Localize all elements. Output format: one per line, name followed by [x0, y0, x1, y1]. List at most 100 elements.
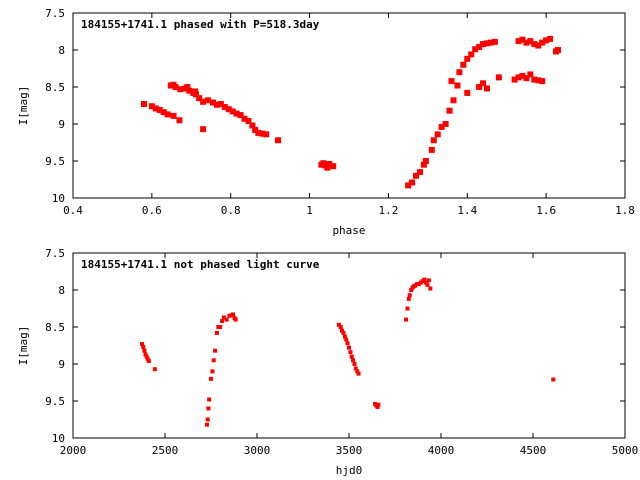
unphased-plot-frame	[72, 252, 626, 439]
unphased-data-point	[407, 293, 412, 298]
unphased-x-tick-label: 5000	[612, 444, 639, 457]
phased-data-point	[420, 161, 427, 168]
phased-data-point	[428, 146, 435, 153]
unphased-x-axis-label: hjd0	[336, 464, 363, 477]
unphased-data-point	[213, 348, 218, 353]
phased-data-point	[553, 48, 559, 55]
unphased-x-tick-label: 4000	[428, 444, 455, 457]
phased-data-point	[523, 75, 530, 82]
phased-data-point	[241, 115, 248, 122]
unphased-data-point	[355, 369, 360, 374]
phased-data-point	[476, 84, 483, 90]
phased-data-point	[442, 121, 449, 127]
phased-data-point	[324, 164, 331, 171]
unphased-data-point	[342, 334, 347, 339]
unphased-data-point	[221, 315, 226, 320]
phased-data-point	[252, 126, 259, 133]
phased-data-point	[476, 44, 483, 51]
phased-data-point	[422, 158, 429, 164]
phased-data-point	[413, 172, 420, 179]
unphased-data-point	[206, 406, 211, 411]
phased-data-point	[320, 160, 327, 167]
phased-y-tick-label: 7.5	[45, 7, 65, 20]
phased-data-point	[515, 74, 522, 81]
unphased-data-point	[140, 342, 144, 347]
unphased-x-tick-label: 2500	[152, 444, 179, 457]
phased-y-tick-label: 10	[52, 192, 65, 205]
unphased-data-point	[347, 345, 351, 350]
unphased-data-point	[426, 278, 431, 283]
unphased-y-axis-label: I[mag]	[17, 326, 30, 366]
phased-data-point	[491, 38, 498, 45]
phased-x-tick-label: 1	[306, 204, 313, 217]
unphased-data-point	[207, 397, 212, 402]
phased-x-axis-label: phase	[332, 224, 365, 237]
unphased-data-point	[348, 350, 353, 355]
phased-data-point	[176, 117, 183, 124]
unphased-data-point	[210, 369, 215, 374]
phased-data-point	[484, 85, 490, 92]
phased-data-point	[225, 106, 232, 113]
phased-data-point	[487, 39, 494, 46]
unphased-data-point	[204, 422, 209, 427]
phased-data-point	[535, 77, 542, 84]
unphased-data-point	[349, 354, 354, 359]
unphased-data-point	[422, 277, 427, 282]
phased-data-point	[405, 182, 412, 189]
phased-data-point	[523, 39, 530, 46]
phased-data-point	[156, 106, 163, 113]
phased-x-tick-label: 0.6	[142, 204, 162, 217]
unphased-data-point	[341, 330, 346, 335]
unphased-data-point	[425, 282, 430, 287]
phased-data-point	[229, 108, 236, 115]
unphased-data-point	[344, 337, 349, 342]
phased-y-tick-label: 9	[58, 118, 65, 131]
phased-data-point	[233, 110, 240, 117]
phased-data-point	[539, 78, 546, 85]
unphased-data-point	[338, 325, 343, 329]
phased-data-point	[237, 112, 244, 119]
phased-data-point	[495, 74, 502, 81]
phased-data-point	[446, 107, 453, 114]
unphased-data-point	[233, 317, 238, 322]
phased-data-point	[409, 179, 416, 186]
unphased-data-point	[144, 354, 149, 359]
unphased-data-point	[375, 404, 380, 409]
unphased-data-point	[336, 322, 341, 327]
unphased-data-point	[214, 330, 219, 335]
phased-x-tick-label: 1.2	[378, 204, 398, 217]
phased-data-point	[164, 111, 171, 118]
unphased-y-tick-label: 9.5	[45, 395, 65, 408]
phased-data-point	[192, 88, 199, 95]
phased-data-point	[543, 37, 550, 44]
unphased-data-point	[428, 286, 433, 291]
phased-data-point	[263, 131, 270, 138]
unphased-data-point	[376, 402, 381, 407]
unphased-x-tick-label: 3000	[244, 444, 271, 457]
unphased-data-point	[143, 352, 148, 357]
unphased-data-point	[405, 306, 410, 311]
unphased-chart-title: 184155+1741.1 not phased light curve	[81, 258, 320, 271]
phased-data-point	[217, 101, 224, 108]
unphased-data-point	[409, 288, 414, 292]
phased-x-tick-label: 0.8	[221, 204, 241, 217]
phased-data-point	[170, 81, 177, 88]
phased-data-point	[450, 97, 457, 104]
phased-data-point	[140, 101, 147, 108]
phased-data-point	[177, 86, 184, 93]
phased-data-point	[484, 40, 490, 47]
phased-data-point	[480, 41, 487, 48]
phased-y-axis-label: I[mag]	[17, 86, 30, 126]
phased-data-point	[511, 76, 518, 83]
phased-y-tick-label: 8	[58, 44, 65, 57]
phased-data-point	[515, 38, 522, 45]
unphased-data-point	[352, 362, 357, 366]
phased-light-curve-panel: 0.4 0.6 0.8 1 1.2 1.4 1.6 1.8 7.5 8 8.5 9 9.5 10 18415…	[17, 7, 635, 237]
unphased-data-point	[551, 377, 556, 382]
unphased-data-point	[353, 366, 358, 371]
phased-data-point	[464, 55, 471, 62]
unphased-data-point	[152, 367, 157, 372]
phased-data-point	[186, 87, 193, 94]
phased-data-point	[160, 109, 167, 116]
